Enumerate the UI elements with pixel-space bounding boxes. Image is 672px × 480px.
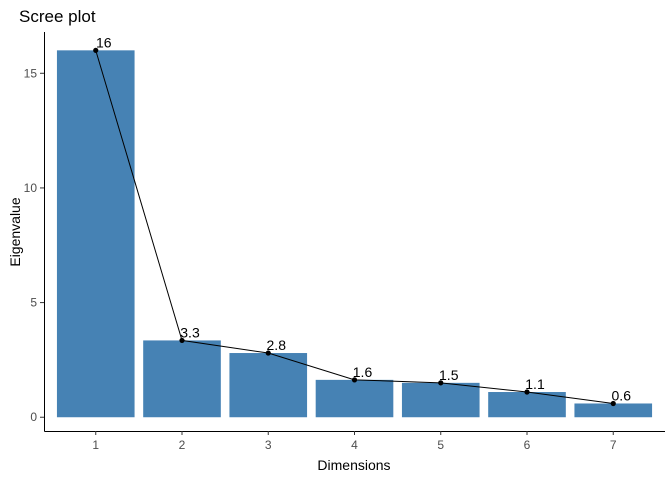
bar-dim-2 xyxy=(143,340,221,418)
line-overlay-group xyxy=(93,47,616,407)
bar-dim-4 xyxy=(315,379,394,418)
data-label-dim-4: 1.6 xyxy=(353,364,373,380)
x-axis: 1 2 3 4 5 6 7 xyxy=(92,431,617,452)
x-tick-label: 2 xyxy=(179,438,186,452)
bar-dim-1 xyxy=(56,50,135,418)
data-label-dim-7: 0.6 xyxy=(612,387,632,403)
data-label-dim-3: 2.8 xyxy=(267,337,287,353)
point-dim-7 xyxy=(610,400,616,407)
bar-dim-5 xyxy=(401,382,480,418)
bar-dim-3 xyxy=(229,353,308,418)
x-tick-label: 3 xyxy=(265,438,272,452)
point-dim-6 xyxy=(524,389,530,395)
data-labels-group: 16 3.3 2.8 1.6 1.5 1.1 0.6 xyxy=(96,34,631,403)
point-dim-3 xyxy=(265,350,271,356)
chart-title: Scree plot xyxy=(19,7,96,26)
x-tick-label: 7 xyxy=(610,438,617,452)
y-tick-label: 5 xyxy=(30,296,37,310)
point-dim-1 xyxy=(93,47,99,53)
point-dim-5 xyxy=(438,380,444,386)
data-label-dim-5: 1.5 xyxy=(439,367,459,383)
x-tick-label: 4 xyxy=(351,438,358,452)
y-tick-label: 15 xyxy=(24,66,38,80)
x-tick-label: 1 xyxy=(92,438,99,452)
data-label-dim-6: 1.1 xyxy=(525,376,545,392)
point-dim-4 xyxy=(351,377,358,383)
x-tick-label: 5 xyxy=(437,438,444,452)
data-label-dim-2: 3.3 xyxy=(180,324,200,340)
bar-dim-6 xyxy=(488,392,566,418)
point-dim-2 xyxy=(179,337,185,344)
x-tick-label: 6 xyxy=(524,438,531,452)
x-axis-title: Dimensions xyxy=(317,457,390,473)
y-axis: 0 5 10 15 xyxy=(24,66,44,424)
bar-dim-7 xyxy=(574,403,653,418)
data-label-dim-1: 16 xyxy=(96,34,112,50)
y-axis-title: Eigenvalue xyxy=(7,197,23,266)
y-tick-label: 0 xyxy=(30,410,37,424)
bars-group xyxy=(56,50,653,418)
y-tick-label: 10 xyxy=(24,181,38,195)
